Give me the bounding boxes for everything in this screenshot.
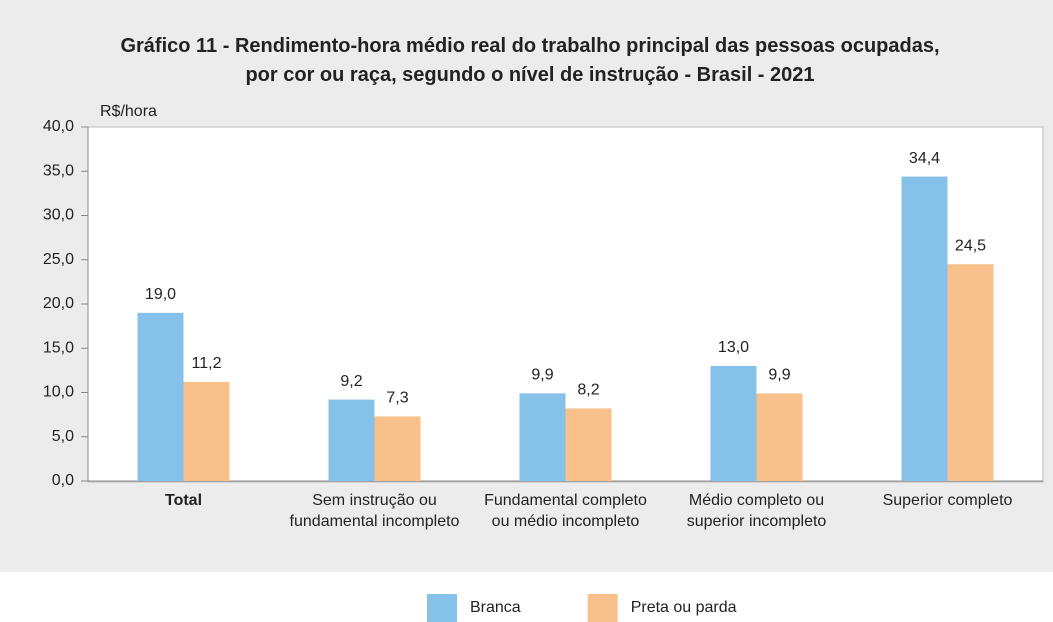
data-label: 34,4 (909, 150, 940, 167)
bar (328, 399, 375, 481)
bar (947, 264, 994, 481)
y-tick-label: 10,0 (43, 384, 74, 401)
y-tick-label: 20,0 (43, 295, 74, 312)
data-label: 8,2 (577, 382, 599, 399)
bar (374, 416, 421, 481)
y-tick-label: 15,0 (43, 339, 74, 356)
bar (710, 365, 757, 481)
bar (519, 393, 566, 481)
x-tick-label: Fundamental completo ou médio incompleto (484, 492, 647, 530)
data-label: 11,2 (192, 355, 222, 372)
data-label: 7,3 (386, 390, 408, 407)
x-tick-label: Sem instrução ou fundamental incompleto (289, 492, 460, 530)
bar (756, 393, 803, 481)
data-label: 9,2 (340, 373, 362, 390)
y-tick-label: 40,0 (43, 118, 74, 135)
bar (137, 312, 184, 481)
x-tick-label: Superior completo (882, 492, 1013, 509)
data-label: 24,5 (955, 237, 986, 254)
data-label: 9,9 (531, 367, 553, 384)
y-axis-label: R$/hora (100, 103, 157, 120)
legend-label: Branca (470, 599, 521, 616)
x-tick-label: Total (164, 492, 203, 509)
legend-swatch (427, 594, 457, 622)
x-tick-label: Médio completo ou superior incompleto (686, 492, 827, 530)
bar (901, 176, 948, 481)
y-tick-label: 0,0 (52, 472, 74, 489)
chart-title: Gráfico 11 - Rendimento-hora médio real … (120, 35, 940, 86)
bar (183, 381, 230, 481)
y-tick-label: 5,0 (52, 428, 74, 445)
y-tick-label: 25,0 (43, 251, 74, 268)
y-tick-label: 35,0 (43, 162, 74, 179)
legend-swatch (587, 594, 618, 622)
y-tick-label: 30,0 (43, 207, 74, 224)
data-label: 19,0 (145, 286, 176, 303)
bar (565, 408, 612, 481)
data-label: 9,9 (768, 367, 790, 384)
data-label: 13,0 (718, 339, 749, 356)
legend-label: Preta ou parda (631, 599, 737, 616)
